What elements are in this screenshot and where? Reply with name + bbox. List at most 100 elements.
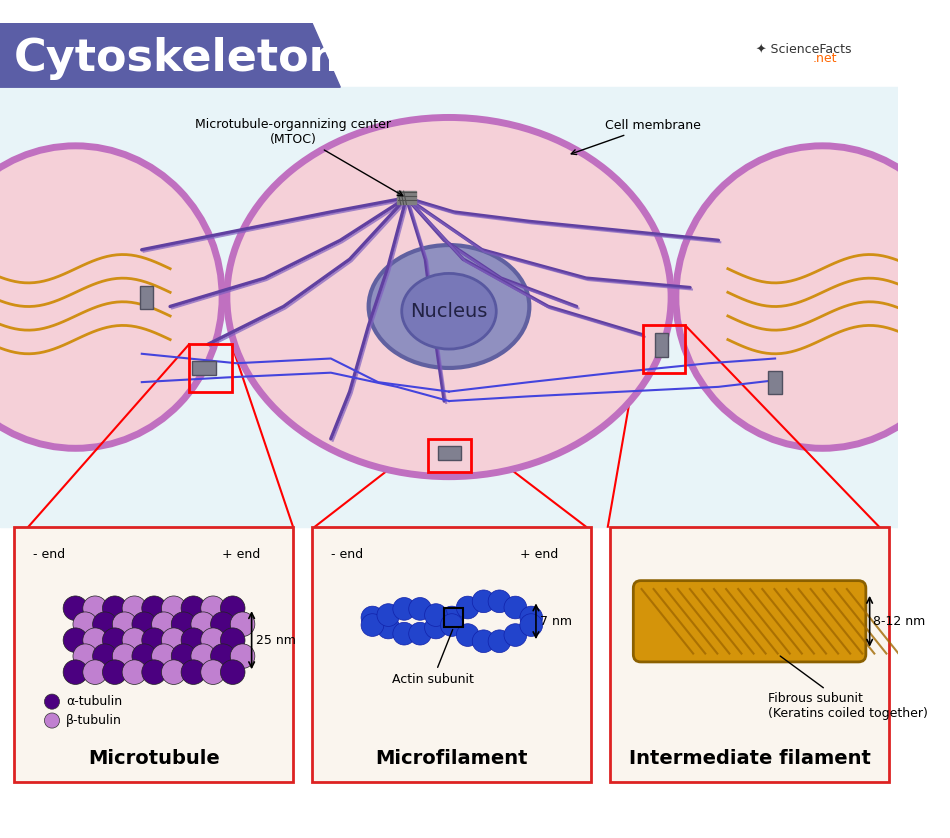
Ellipse shape xyxy=(227,117,671,477)
Circle shape xyxy=(441,606,464,628)
Circle shape xyxy=(425,603,447,627)
Text: + end: + end xyxy=(222,547,260,561)
Circle shape xyxy=(200,628,225,653)
Text: Actin subunit: Actin subunit xyxy=(392,629,474,685)
Ellipse shape xyxy=(402,273,496,349)
Text: 25 nm: 25 nm xyxy=(256,634,296,647)
Circle shape xyxy=(181,628,206,653)
Circle shape xyxy=(112,612,137,637)
Text: Microtubule: Microtubule xyxy=(88,749,220,768)
Text: 8-12 nm: 8-12 nm xyxy=(873,615,925,628)
Circle shape xyxy=(361,613,384,636)
Circle shape xyxy=(393,597,415,620)
Circle shape xyxy=(162,628,186,653)
Ellipse shape xyxy=(675,146,950,448)
Circle shape xyxy=(152,612,176,637)
Text: Intermediate filament: Intermediate filament xyxy=(629,749,870,768)
Bar xyxy=(140,286,153,309)
Text: Cytoskeleton: Cytoskeleton xyxy=(14,38,342,80)
Text: 7 nm: 7 nm xyxy=(540,615,572,628)
Ellipse shape xyxy=(369,245,529,368)
Bar xyxy=(643,325,685,373)
Circle shape xyxy=(181,660,206,685)
Circle shape xyxy=(142,596,166,620)
Circle shape xyxy=(73,644,98,669)
Circle shape xyxy=(45,694,60,709)
Circle shape xyxy=(441,613,464,636)
Circle shape xyxy=(162,596,186,620)
Ellipse shape xyxy=(0,146,222,448)
Circle shape xyxy=(93,612,117,637)
Circle shape xyxy=(112,644,137,669)
Circle shape xyxy=(393,623,415,645)
Circle shape xyxy=(211,612,236,637)
Circle shape xyxy=(425,616,447,639)
Circle shape xyxy=(132,612,157,637)
Circle shape xyxy=(142,628,166,653)
Bar xyxy=(428,439,471,472)
Circle shape xyxy=(520,606,542,628)
Text: - end: - end xyxy=(33,547,66,561)
Circle shape xyxy=(83,596,107,620)
Circle shape xyxy=(220,596,245,620)
Circle shape xyxy=(132,644,157,669)
Circle shape xyxy=(142,660,166,685)
Circle shape xyxy=(152,644,176,669)
Circle shape xyxy=(456,596,479,618)
Text: Microfilament: Microfilament xyxy=(375,749,528,768)
Text: Fibrous subunit
(Keratins coiled together): Fibrous subunit (Keratins coiled togethe… xyxy=(769,656,928,720)
Circle shape xyxy=(377,603,400,627)
FancyBboxPatch shape xyxy=(312,527,591,782)
FancyBboxPatch shape xyxy=(14,527,293,782)
Circle shape xyxy=(408,623,431,645)
Circle shape xyxy=(103,660,127,685)
Circle shape xyxy=(45,713,60,728)
Circle shape xyxy=(63,660,87,685)
Circle shape xyxy=(171,612,196,637)
Bar xyxy=(0,87,898,527)
Text: .net: .net xyxy=(813,52,837,65)
Circle shape xyxy=(211,644,236,669)
Circle shape xyxy=(63,596,87,620)
Text: - end: - end xyxy=(331,547,363,561)
Circle shape xyxy=(63,628,87,653)
Bar xyxy=(445,608,464,627)
Text: Microtubule-organnizing center
(MTOC): Microtubule-organnizing center (MTOC) xyxy=(195,118,403,195)
Circle shape xyxy=(472,590,495,613)
FancyBboxPatch shape xyxy=(610,527,888,782)
Text: Cell membrane: Cell membrane xyxy=(571,119,701,154)
Text: + end: + end xyxy=(520,547,559,561)
Circle shape xyxy=(171,644,196,669)
Circle shape xyxy=(103,596,127,620)
Circle shape xyxy=(103,628,127,653)
Circle shape xyxy=(123,660,146,685)
Circle shape xyxy=(123,596,146,620)
Bar xyxy=(656,333,668,357)
Circle shape xyxy=(200,596,225,620)
FancyBboxPatch shape xyxy=(634,581,865,662)
Circle shape xyxy=(230,612,255,637)
Circle shape xyxy=(377,616,400,639)
Circle shape xyxy=(456,623,479,646)
Circle shape xyxy=(488,590,511,613)
Circle shape xyxy=(220,660,245,685)
Circle shape xyxy=(472,630,495,653)
Circle shape xyxy=(230,644,255,669)
Text: α-tubulin: α-tubulin xyxy=(66,696,123,708)
Circle shape xyxy=(162,660,186,685)
Circle shape xyxy=(504,623,526,646)
Bar xyxy=(769,370,782,395)
Circle shape xyxy=(83,660,107,685)
Circle shape xyxy=(93,644,117,669)
Circle shape xyxy=(73,612,98,637)
Circle shape xyxy=(191,612,216,637)
Circle shape xyxy=(191,644,216,669)
Circle shape xyxy=(504,596,526,618)
Circle shape xyxy=(408,597,431,620)
Circle shape xyxy=(488,630,511,653)
Circle shape xyxy=(83,628,107,653)
Bar xyxy=(192,361,216,375)
Bar xyxy=(397,191,416,204)
Circle shape xyxy=(361,606,384,628)
Bar xyxy=(438,447,462,460)
